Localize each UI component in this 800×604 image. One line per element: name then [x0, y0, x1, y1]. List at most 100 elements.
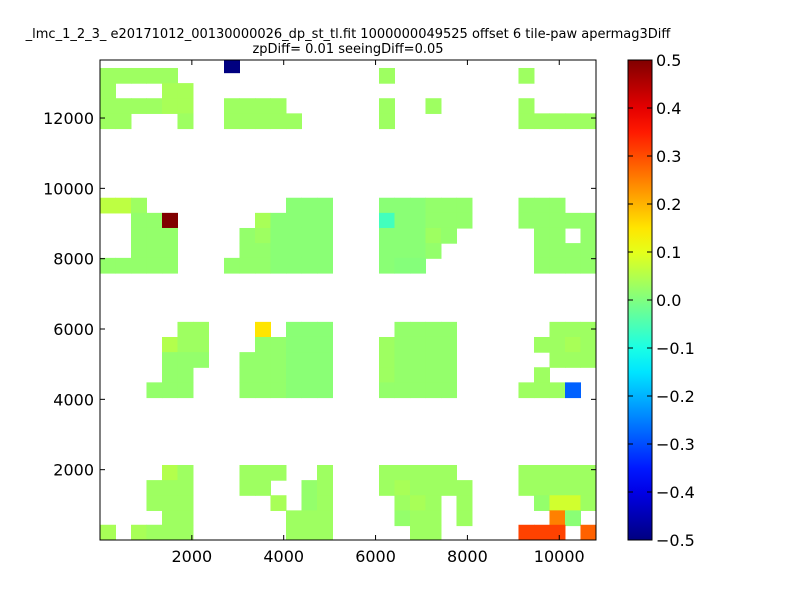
plot-frame: [99, 59, 597, 541]
heatmap-cell: [100, 98, 116, 114]
heatmap-cell: [146, 243, 163, 259]
x-tick-label: 4000: [263, 547, 304, 566]
heatmap-cell: [425, 524, 442, 541]
heatmap-cell: [534, 113, 550, 130]
heatmap-cell: [394, 464, 411, 481]
heatmap-cell: [115, 98, 132, 114]
heatmap-cell: [565, 321, 581, 338]
heatmap-cell: [286, 113, 302, 130]
heatmap-cell: [394, 352, 411, 368]
heatmap-cell: [177, 367, 194, 383]
heatmap-cell: [518, 524, 535, 541]
heatmap-cell: [580, 524, 597, 541]
heatmap-cell: [301, 510, 318, 527]
heatmap-cell: [565, 495, 581, 511]
heatmap-cell: [565, 382, 581, 399]
heatmap-cell: [394, 197, 411, 214]
heatmap-cell: [162, 352, 178, 368]
heatmap-cell: [441, 336, 457, 353]
heatmap-cell: [177, 336, 194, 353]
heatmap-cell: [317, 510, 333, 527]
heatmap-cell: [580, 495, 597, 511]
heatmap-cell: [580, 464, 597, 481]
heatmap-cells: [100, 60, 597, 541]
heatmap-cell: [379, 212, 395, 229]
heatmap-cell: [177, 480, 194, 496]
heatmap-cell: [286, 382, 302, 399]
heatmap-cell: [410, 321, 426, 338]
heatmap-cell: [379, 227, 395, 244]
heatmap-cell: [301, 352, 318, 368]
heatmap-cell: [580, 113, 597, 130]
x-tick-label: 6000: [355, 547, 396, 566]
heatmap-cell: [146, 212, 163, 229]
heatmap-cell: [394, 382, 411, 399]
x-tick-label: 10000: [534, 547, 585, 566]
heatmap-cell: [100, 524, 116, 541]
heatmap-cell: [565, 336, 581, 353]
heatmap-cell: [146, 382, 163, 399]
heatmap-cell: [131, 243, 147, 259]
heatmap-cell: [549, 227, 566, 244]
heatmap-cell: [286, 510, 302, 527]
heatmap-cell: [518, 113, 535, 130]
heatmap-cell: [146, 67, 163, 84]
heatmap-cell: [425, 227, 442, 244]
colorbar-ticks: 0.5 0.4 0.3 0.2 0.1 0.0 −0.1 −0.2 −0.3 −0.4 −0.5: [628, 51, 695, 550]
heatmap-cell: [379, 197, 395, 214]
heatmap-cell: [441, 382, 457, 399]
heatmap-cell: [131, 67, 147, 84]
heatmap-cell: [301, 257, 318, 274]
heatmap-cell: [270, 257, 287, 274]
heatmap-cell: [534, 367, 550, 383]
heatmap-cell: [115, 113, 132, 130]
heatmap-cell: [425, 321, 442, 338]
heatmap-cell: [301, 321, 318, 338]
heatmap-cell: [100, 257, 116, 274]
heatmap-cell: [425, 382, 442, 399]
heatmap-cell: [286, 352, 302, 368]
heatmap-cell: [549, 382, 566, 399]
colorbar-tick-label: −0.5: [656, 531, 695, 550]
heatmap-cell: [131, 212, 147, 229]
colorbar-tick-label: 0.5: [656, 51, 681, 70]
heatmap-cell: [394, 321, 411, 338]
heatmap-cell: [425, 243, 442, 259]
heatmap-cell: [441, 227, 457, 244]
heatmap-cell: [549, 352, 566, 368]
heatmap-cell: [115, 197, 132, 214]
heatmap-cell: [177, 98, 194, 114]
heatmap-cell: [177, 352, 194, 368]
heatmap-cell: [565, 480, 581, 496]
heatmap-cell: [518, 212, 535, 229]
heatmap-cell: [224, 98, 240, 114]
heatmap-cell: [301, 212, 318, 229]
heatmap-cell: [534, 227, 550, 244]
heatmap-cell: [270, 382, 287, 399]
heatmap-cell: [549, 336, 566, 353]
heatmap-cell: [317, 464, 333, 481]
heatmap-cell: [441, 197, 457, 214]
heatmap-cell: [224, 113, 240, 130]
heatmap-cell: [425, 352, 442, 368]
heatmap-cell: [255, 464, 271, 481]
heatmap-cell: [193, 336, 209, 353]
heatmap-cell: [270, 98, 287, 114]
y-axis: 2000 4000 6000 8000 10000 12000: [43, 109, 596, 480]
heatmap-cell: [146, 98, 163, 114]
heatmap-cell: [456, 212, 473, 229]
heatmap-cell: [270, 113, 287, 130]
heatmap-cell: [425, 464, 442, 481]
heatmap-cell: [394, 212, 411, 229]
heatmap-cell: [255, 257, 271, 274]
heatmap-cell: [162, 98, 178, 114]
heatmap-cell: [410, 510, 426, 527]
heatmap-cell: [270, 227, 287, 244]
heatmap-cell: [549, 243, 566, 259]
heatmap-cell: [518, 382, 535, 399]
heatmap-cell: [580, 243, 597, 259]
heatmap-cell: [441, 367, 457, 383]
heatmap-cell: [100, 113, 116, 130]
heatmap-cell: [162, 227, 178, 244]
heatmap-cell: [317, 367, 333, 383]
